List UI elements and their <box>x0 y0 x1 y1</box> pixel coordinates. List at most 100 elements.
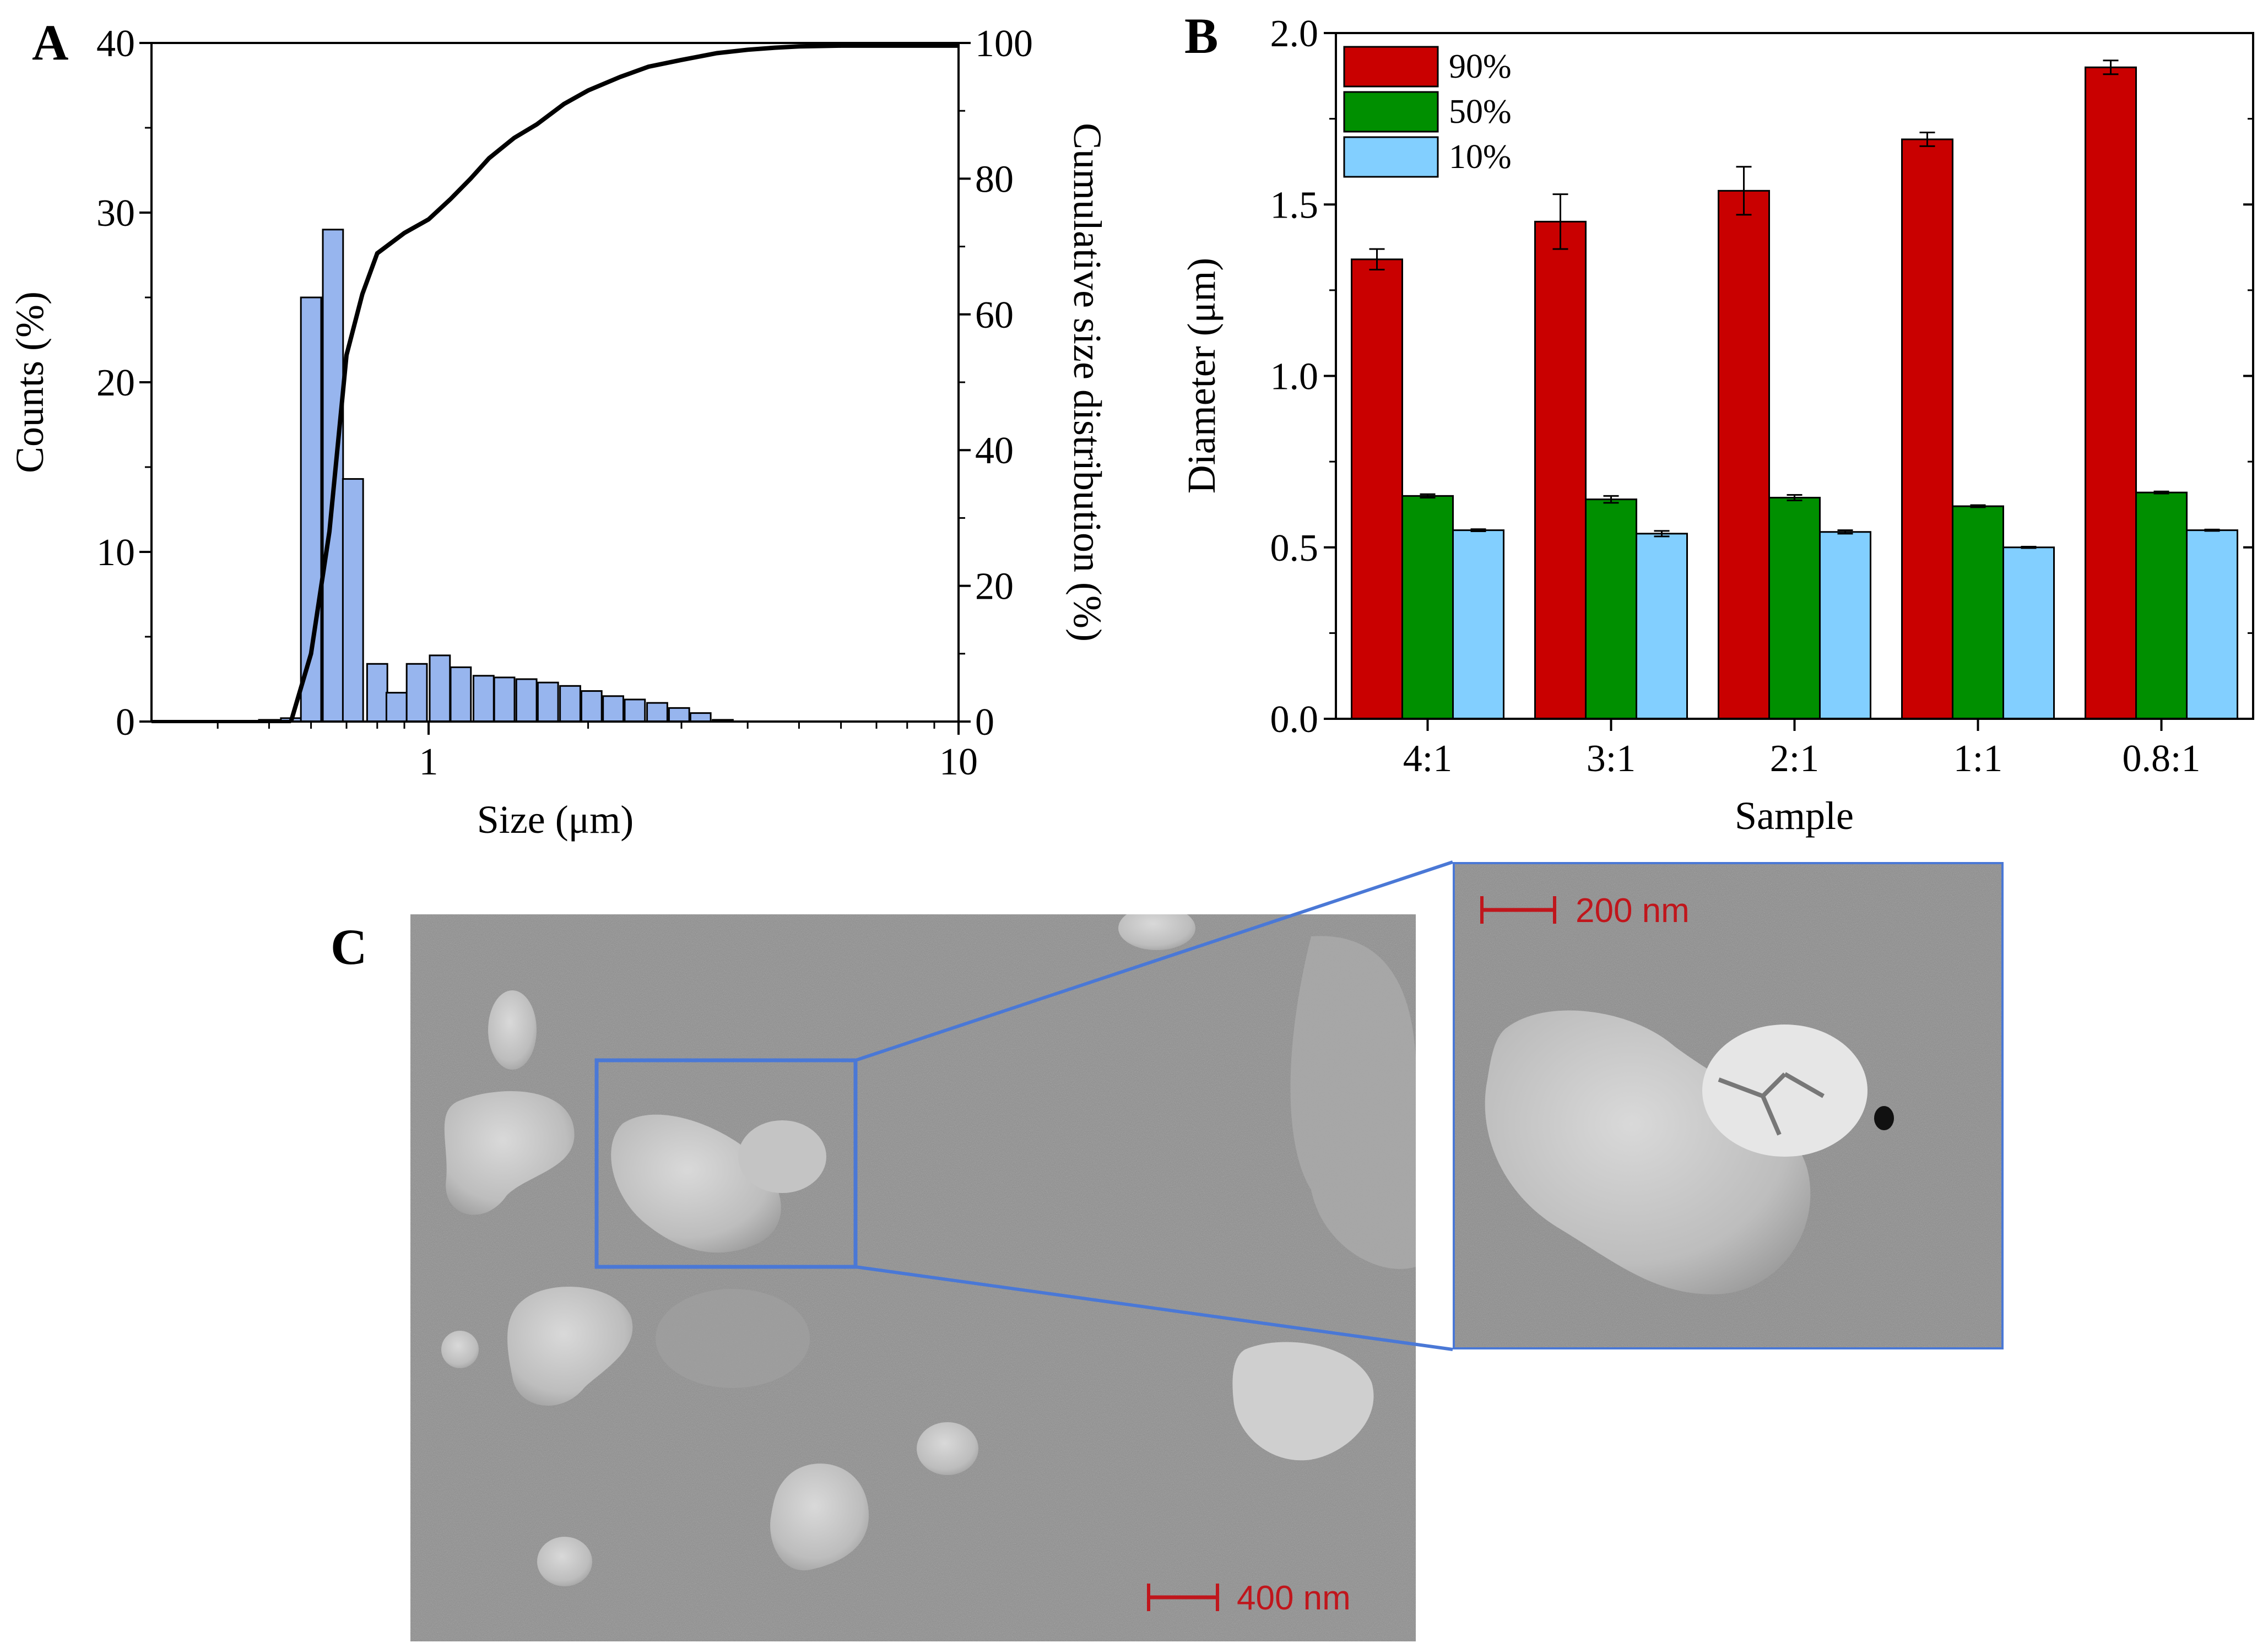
a-ytick-label: 30 <box>96 192 135 235</box>
a-ytick-label: 10 <box>96 532 135 574</box>
a-cumulative-line <box>289 43 959 723</box>
zoom-connector-bottom <box>855 1265 1453 1351</box>
zoom-region-box <box>594 1058 858 1269</box>
b-xtick-label: 2:1 <box>1770 738 1819 780</box>
particle <box>488 990 537 1070</box>
a-bar <box>493 676 516 723</box>
b-bar <box>1401 495 1454 720</box>
a-plot-frame <box>150 42 960 723</box>
a-y2tick-label: 80 <box>975 158 1014 200</box>
a-ylabel: Counts (%) <box>8 291 52 473</box>
a-bar <box>450 666 472 723</box>
b-ytick-label: 2.0 <box>1270 13 1319 55</box>
b-legend-label: 10% <box>1449 138 1512 176</box>
particle-cracked <box>1702 1024 1868 1157</box>
a-bar <box>602 695 624 723</box>
b-legend-swatch <box>1343 46 1439 88</box>
b-ytick-label: 1.0 <box>1270 356 1319 398</box>
a-bar <box>515 678 538 723</box>
b-bar <box>1452 529 1504 720</box>
particle <box>770 1463 869 1571</box>
a-y2tick-label: 100 <box>975 23 1033 65</box>
a-bar <box>580 690 603 723</box>
scale-label-zoom: 200 nm <box>1576 892 1690 930</box>
a-y2label: Cumulative size distribution (%) <box>1065 123 1109 642</box>
a-ytick-label: 0 <box>116 701 135 744</box>
a-bar <box>405 663 428 723</box>
a-bar <box>429 654 451 723</box>
a-ytick-label: 20 <box>96 362 135 404</box>
b-bar <box>1718 189 1770 720</box>
a-bar <box>366 663 388 723</box>
particle <box>444 1091 575 1215</box>
b-bar <box>1819 531 1871 720</box>
particle <box>917 1422 978 1475</box>
b-ytick-label: 0.0 <box>1270 698 1319 741</box>
b-xtick-label: 0.8:1 <box>2123 738 2201 780</box>
b-xtick-label: 4:1 <box>1403 738 1452 780</box>
particle-zoomed <box>1485 1010 1811 1294</box>
particle <box>441 1331 479 1368</box>
b-bar <box>1585 498 1637 720</box>
b-legend-swatch <box>1343 136 1439 178</box>
particle <box>507 1287 633 1406</box>
a-bar <box>646 702 668 723</box>
a-bars <box>151 229 734 723</box>
b-bar <box>2085 66 2137 720</box>
b-xtick-label: 3:1 <box>1587 738 1636 780</box>
b-bar <box>2186 529 2238 720</box>
b-bar <box>1768 496 1821 720</box>
scale-bar-zoom: 200 nm <box>1480 892 1690 930</box>
b-bar <box>1901 138 1953 720</box>
b-bar <box>2135 491 2188 720</box>
particle <box>537 1537 592 1586</box>
b-xlabel: Sample <box>1735 794 1854 838</box>
sem-zoom-image: 200 nm <box>1453 862 2004 1349</box>
a-bar <box>624 698 646 723</box>
b-ytick-label: 0.5 <box>1270 527 1319 570</box>
a-y2tick-label: 20 <box>975 566 1014 608</box>
a-bar <box>689 712 712 723</box>
a-bar <box>385 692 408 723</box>
panel-c-sem-images: C 400 nm <box>331 860 2004 1641</box>
a-xlabel: Size (μm) <box>477 798 634 842</box>
panel-b-bar-chart: B 0.0 0.5 1.0 1.5 2.0 4:1 3:1 2:1 1:1 0.8:1 90% 50… <box>1179 8 2254 838</box>
b-ylabel: Diameter (μm) <box>1179 258 1224 494</box>
a-bar <box>668 707 690 723</box>
sem-main-image: 400 nm <box>410 914 1416 1641</box>
scale-bar-main: 400 nm <box>1147 1579 1351 1617</box>
particle <box>1232 1342 1374 1461</box>
b-xtick-label: 1:1 <box>1953 738 2002 780</box>
b-legend-label: 50% <box>1449 93 1512 131</box>
a-bar <box>472 675 495 723</box>
particle <box>611 1114 781 1253</box>
b-legend: 90% 50% 10% <box>1343 46 1512 178</box>
a-y2tick-label: 0 <box>975 701 994 744</box>
b-bar <box>2002 546 2055 720</box>
a-bar <box>559 685 581 723</box>
b-ytick-label: 1.5 <box>1270 184 1319 226</box>
b-legend-swatch <box>1343 91 1439 133</box>
particle <box>656 1289 810 1388</box>
a-xtick-label: 1 <box>419 741 439 783</box>
a-ytick-label: 40 <box>96 23 135 65</box>
a-y2tick-label: 60 <box>975 294 1014 337</box>
b-legend-label: 90% <box>1449 48 1512 85</box>
panel-a-letter: A <box>32 14 68 71</box>
b-bars <box>1351 59 2238 720</box>
b-bar <box>1534 220 1587 720</box>
a-xtick-label: 10 <box>939 741 978 783</box>
zoom-connector-top <box>855 860 1453 1062</box>
a-bar <box>537 681 559 723</box>
a-bar <box>342 478 364 723</box>
b-bar <box>1351 258 1403 720</box>
panel-c-letter: C <box>331 919 367 975</box>
b-bar <box>1636 533 1688 720</box>
particle <box>1118 914 1195 950</box>
particle <box>738 1120 826 1193</box>
a-y2tick-label: 40 <box>975 430 1014 472</box>
panel-b-letter: B <box>1184 8 1218 64</box>
